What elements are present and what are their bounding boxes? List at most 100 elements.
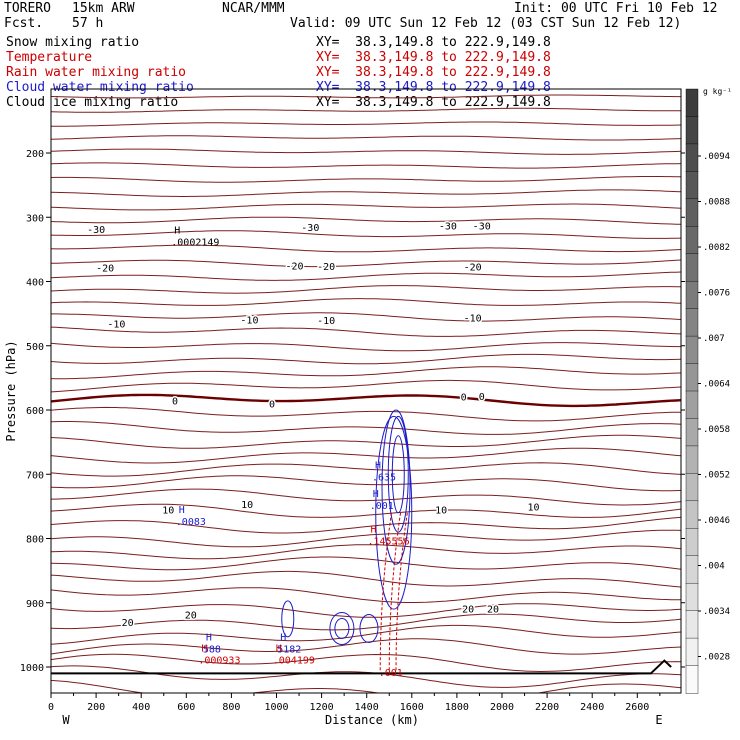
temperature-label: 0	[461, 393, 467, 404]
colorbar-swatch	[685, 363, 699, 392]
x-axis: 0 200 400 600 800 1000 1200 1400 1600 1800 2000 220…	[48, 693, 661, 713]
max-marker: H	[276, 643, 282, 654]
y-tick-label: 400	[26, 278, 44, 289]
colorbar-swatch	[685, 226, 699, 255]
isotherm-line	[51, 230, 681, 239]
max-value-label: .004199	[273, 655, 315, 666]
colorbar-tick-label: .0034	[703, 607, 730, 617]
isotherm-line	[51, 529, 681, 548]
y-tick-label: 600	[26, 406, 44, 417]
temperature-label: -20	[464, 263, 482, 274]
temperature-label: 0	[269, 400, 275, 411]
cloud-water-contour	[381, 409, 411, 565]
colorbar-swatch	[685, 637, 699, 667]
y-tick-label: 300	[26, 213, 44, 224]
colorbar-tick-label: .0064	[703, 380, 730, 390]
colorbar-tick-label: .0028	[703, 653, 730, 663]
temperature-label: 10	[241, 500, 253, 511]
x-axis-west-label: W	[62, 713, 70, 727]
isotherm-line	[51, 285, 681, 294]
colorbar-swatch	[685, 253, 699, 282]
isotherm-line	[51, 603, 681, 618]
temperature-label: -20	[96, 263, 114, 274]
isotherm-line	[51, 447, 681, 464]
y-tick-label: 800	[26, 535, 44, 546]
max-marker: H	[174, 226, 180, 237]
colorbar-swatch	[685, 582, 699, 612]
isotherm-line	[51, 421, 681, 435]
x-tick-label: 1800	[445, 702, 469, 713]
y-tick-label: 200	[26, 149, 44, 160]
max-value-label: .001	[370, 501, 394, 512]
cloud-water-contour	[391, 435, 405, 514]
colorbar-swatch	[685, 143, 699, 173]
y-tick-label: 1000	[20, 663, 44, 674]
isotherm-line	[51, 259, 681, 268]
max-value-label: .001	[379, 668, 403, 679]
x-axis-label: Distance (km)	[325, 713, 419, 727]
forecast-label: Fcst.	[4, 16, 44, 31]
temperature-label: 20	[122, 618, 134, 629]
colorbar-swatch	[685, 610, 699, 639]
colorbar-swatch	[685, 528, 699, 557]
colorbar-tick-label: .0046	[703, 516, 730, 526]
init-time: Init: 00 UTC Fri 10 Feb 12	[514, 1, 718, 16]
isotherm-line	[51, 475, 681, 492]
isotherm-line	[51, 556, 681, 571]
x-tick-label: 1400	[355, 702, 379, 713]
contour-label-layer: -30 -30 -30 -30 -20 -20 -20 -20 -10 -10 -10 -10 0 0 0 0…	[86, 220, 542, 679]
colorbar-swatch	[685, 198, 699, 227]
isotherm-line	[51, 503, 681, 518]
isotherm-line	[51, 271, 681, 281]
temperature-label: -20	[286, 261, 304, 272]
isotherm-line	[51, 203, 681, 211]
isotherm-line	[51, 393, 681, 408]
max-marker: H	[373, 489, 379, 500]
colorbar-swatch	[685, 335, 699, 365]
temperature-label: 20	[487, 605, 499, 616]
x-tick-label: 1000	[264, 702, 288, 713]
y-tick-label: 700	[26, 470, 44, 481]
temperature-label: -30	[87, 225, 105, 236]
temperature-label: -30	[301, 223, 319, 234]
max-value-label: .0083	[176, 517, 206, 528]
colorbar-swatch	[685, 555, 699, 584]
isotherm-line	[51, 679, 681, 693]
max-marker: H	[206, 632, 212, 643]
isotherm-line	[51, 342, 681, 352]
temperature-label: -10	[464, 313, 482, 324]
isotherm-line	[51, 326, 681, 337]
max-value-label: .0002149	[171, 238, 219, 249]
terrain-line	[51, 659, 672, 675]
forecast-hour: 57 h	[72, 16, 104, 31]
isotherm-line	[51, 544, 681, 560]
max-value-label: .145556	[367, 537, 409, 548]
max-value-label: 588	[203, 644, 221, 655]
field-name-rain: Rain water mixing ratio	[6, 65, 187, 80]
isotherm-line	[51, 570, 681, 588]
colorbar-swatch	[685, 500, 699, 529]
colorbar-swatch	[685, 280, 699, 310]
isotherm-line	[51, 121, 681, 127]
isotherm-line	[51, 94, 681, 99]
temperature-label: -10	[107, 319, 125, 330]
colorbar-swatch	[685, 88, 699, 118]
isotherm-line	[51, 406, 681, 422]
x-tick-label: 1200	[310, 702, 334, 713]
field-name-snow: Snow mixing ratio	[6, 35, 140, 50]
x-tick-label: 400	[132, 702, 150, 713]
max-marker: H	[179, 505, 185, 516]
colorbar-tick-label: .004	[703, 562, 725, 572]
isotherm-line	[51, 587, 681, 603]
cloud-water-contour	[359, 613, 379, 643]
x-tick-label: 2000	[490, 702, 514, 713]
max-marker: H	[201, 643, 207, 654]
colorbar: .0094 .0088 .0082 .0076 .007 .0064 .0058 .0052.…	[685, 88, 730, 694]
isotherm-line	[51, 148, 681, 155]
temperature-label: 20	[185, 610, 197, 621]
cloud-water-contour	[387, 415, 409, 533]
x-tick-label: 600	[177, 702, 195, 713]
max-value-label: .000933	[198, 655, 240, 666]
isotherm-line	[51, 366, 681, 380]
